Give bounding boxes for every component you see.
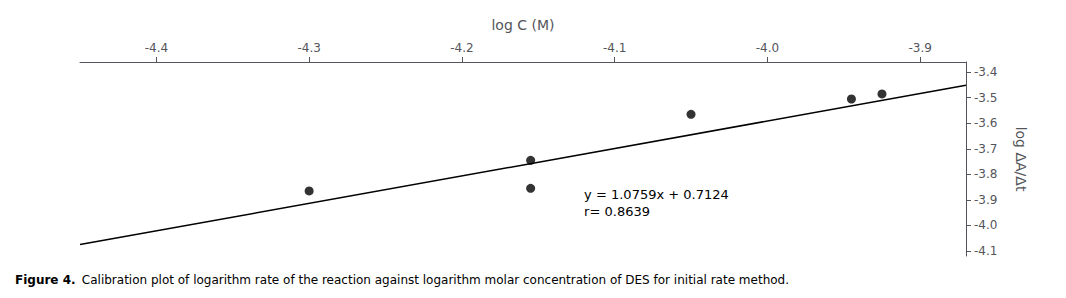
svg-text:-4.0: -4.0: [974, 218, 997, 232]
svg-text:-4.3: -4.3: [297, 41, 320, 55]
svg-text:-3.8: -3.8: [974, 167, 997, 181]
svg-text:-4.4: -4.4: [145, 41, 168, 55]
svg-text:y = 1.0759x + 0.7124: y = 1.0759x + 0.7124: [584, 187, 729, 202]
svg-text:-4.2: -4.2: [450, 41, 473, 55]
svg-text:r= 0.8639: r= 0.8639: [584, 204, 650, 219]
svg-text:-4.1: -4.1: [603, 41, 626, 55]
svg-text:log C (M): log C (M): [491, 17, 554, 33]
svg-text:-4.1: -4.1: [974, 244, 997, 258]
svg-text:log ΔA/Δt: log ΔA/Δt: [1013, 127, 1029, 192]
svg-text:-3.5: -3.5: [974, 91, 997, 105]
svg-text:Calibration plot of logarithm: Calibration plot of logarithm rate of th…: [82, 273, 789, 287]
svg-text:-3.9: -3.9: [974, 193, 997, 207]
svg-text:Figure 4.: Figure 4.: [15, 273, 76, 287]
svg-text:-4.0: -4.0: [756, 41, 779, 55]
svg-text:-3.9: -3.9: [908, 41, 931, 55]
svg-text:-3.4: -3.4: [974, 65, 997, 79]
svg-text:-3.6: -3.6: [974, 116, 997, 130]
svg-text:-3.7: -3.7: [974, 142, 997, 156]
